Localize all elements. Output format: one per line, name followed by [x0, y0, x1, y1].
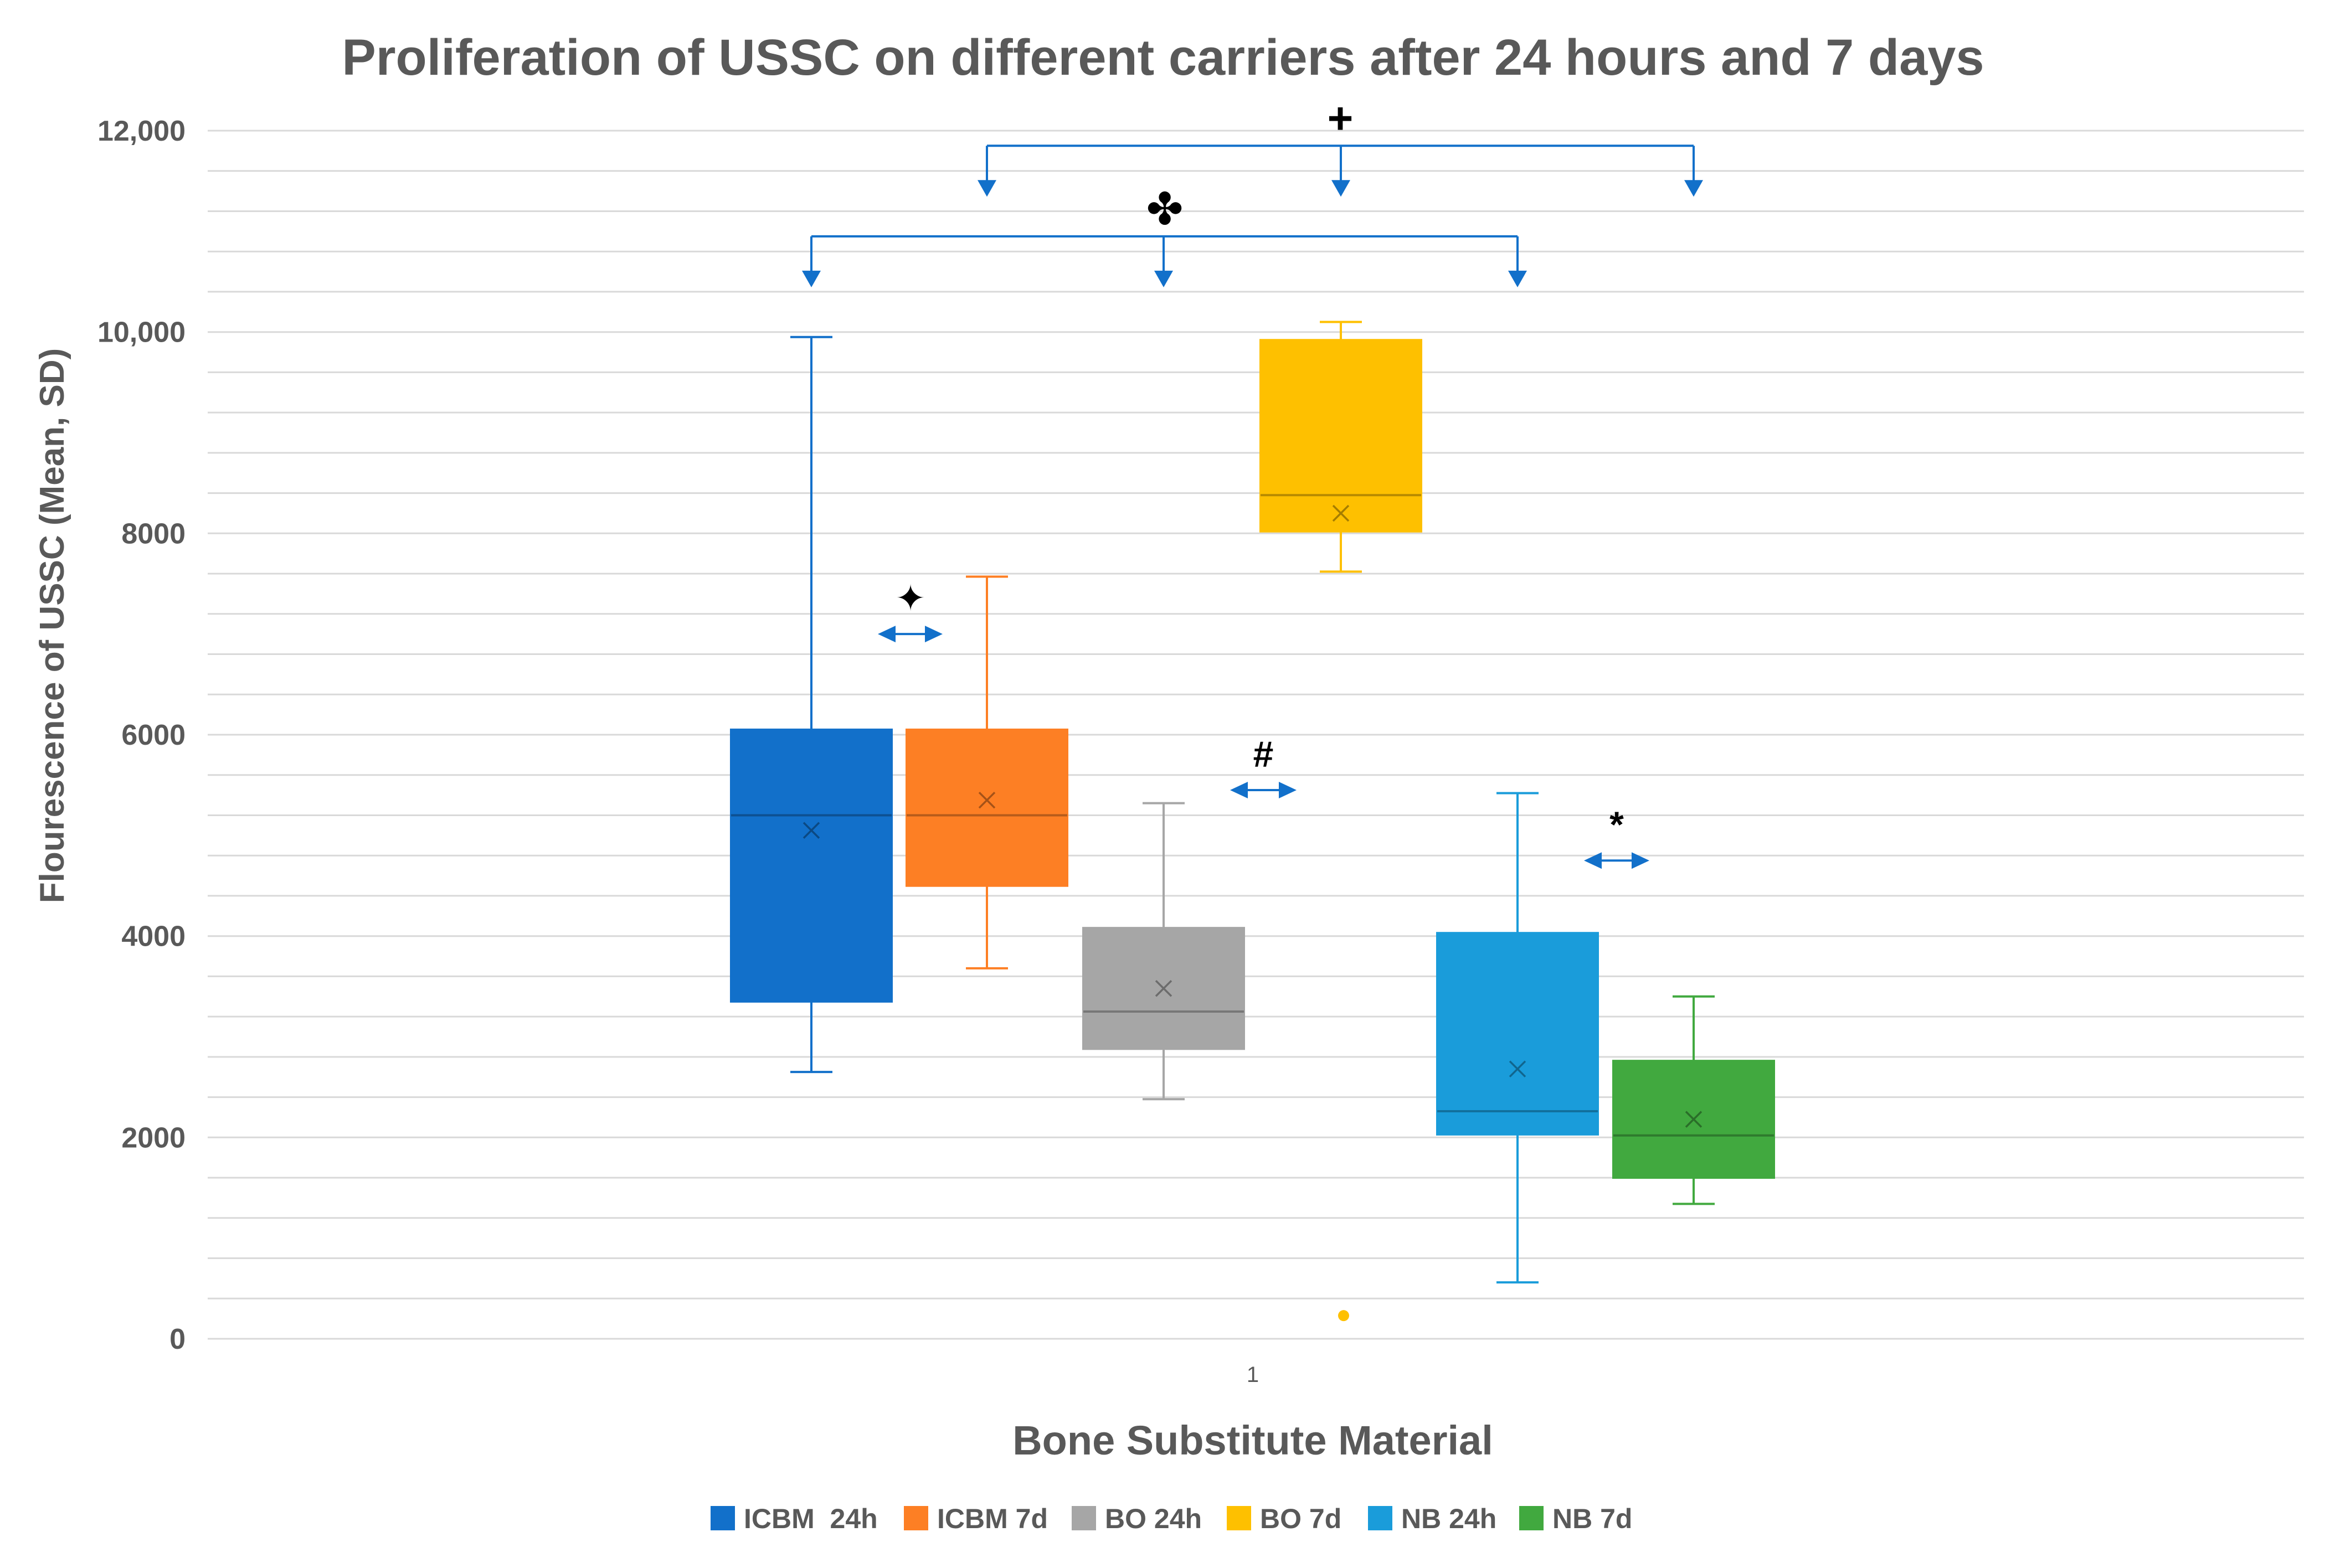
legend-swatch	[904, 1506, 928, 1530]
box-bo-24h	[1082, 802, 1245, 1101]
legend-item: BO 7d	[1227, 1503, 1341, 1534]
arrow-head	[978, 180, 996, 197]
legend-item: NB 7d	[1519, 1503, 1632, 1534]
mean-marker	[1332, 504, 1350, 522]
legend-swatch	[1368, 1506, 1392, 1530]
box-icbm-7d	[906, 575, 1068, 969]
arrow-head	[878, 626, 896, 643]
y-tick-label: 8000	[121, 518, 186, 550]
mean-marker	[978, 791, 996, 809]
y-tick-label: 6000	[121, 719, 186, 751]
legend-label: ICBM 7d	[937, 1503, 1048, 1534]
arrow-head	[1684, 180, 1703, 197]
legend: ICBM 24h ICBM 7d BO 24h BO 7d NB 24h NB 7d	[711, 1503, 1632, 1534]
annotation-bracket: +	[978, 94, 1703, 197]
x-axis-title: Bone Substitute Material	[1012, 1417, 1493, 1463]
legend-swatch	[711, 1506, 735, 1530]
y-tick-label: 4000	[121, 921, 186, 953]
legend-item: BO 24h	[1072, 1503, 1202, 1534]
annotation-double-arrow: ✦	[878, 577, 943, 643]
iqr-box	[1082, 927, 1245, 1050]
y-tick-label: 0	[169, 1323, 186, 1355]
iqr-box	[1259, 339, 1422, 533]
legend-item: ICBM 7d	[904, 1503, 1048, 1534]
y-axis-title: Flourescence of USSC (Mean, SD)	[33, 348, 71, 904]
legend-label: NB 7d	[1552, 1503, 1632, 1534]
box-bo-7d	[1259, 321, 1422, 1322]
significance-symbol: *	[1609, 804, 1624, 845]
arrow-head	[802, 270, 821, 287]
outlier-point	[1338, 1310, 1349, 1322]
arrow-head	[1230, 782, 1248, 799]
annotation-double-arrow: *	[1584, 804, 1649, 869]
mean-marker	[1509, 1060, 1526, 1077]
legend-swatch	[1227, 1506, 1251, 1530]
y-tick-label: 10,000	[97, 317, 186, 349]
arrow-head	[1154, 270, 1173, 287]
legend-item: NB 24h	[1368, 1503, 1496, 1534]
significance-symbol: ✤	[1146, 184, 1183, 234]
legend-label: ICBM 24h	[744, 1503, 878, 1534]
mean-marker	[1685, 1111, 1703, 1128]
legend-label: BO 24h	[1105, 1503, 1202, 1534]
arrow-head	[925, 626, 943, 643]
significance-symbol: ✦	[895, 577, 925, 618]
legend-item: ICBM 24h	[711, 1503, 878, 1534]
legend-label: NB 24h	[1401, 1503, 1496, 1534]
gridlines	[208, 130, 2304, 1340]
iqr-box	[1612, 1060, 1775, 1179]
arrow-head	[1508, 270, 1527, 287]
significance-symbol: +	[1328, 94, 1354, 143]
y-tick-label: 2000	[121, 1122, 186, 1154]
legend-swatch	[1072, 1506, 1096, 1530]
mean-marker	[1155, 979, 1172, 997]
box-nb-24h	[1436, 792, 1599, 1284]
legend-swatch	[1519, 1506, 1544, 1530]
iqr-box	[730, 728, 893, 1003]
chart-title: Proliferation of USSC on different carri…	[342, 29, 1984, 86]
arrow-head	[1331, 180, 1350, 197]
x-tick-label: 1	[1247, 1363, 1259, 1387]
annotation-bracket: ✤	[802, 184, 1527, 287]
mean-marker	[803, 822, 820, 839]
box-nb-7d	[1612, 995, 1775, 1205]
y-tick-labels: 0 2000 4000 6000 8000 10,000 12,000	[97, 115, 186, 1355]
arrow-head	[1279, 782, 1297, 799]
iqr-box	[1436, 932, 1599, 1136]
arrow-head	[1632, 852, 1649, 869]
box-plots	[730, 321, 1775, 1322]
iqr-box	[906, 728, 1068, 887]
y-tick-label: 12,000	[97, 115, 186, 147]
significance-symbol: #	[1253, 734, 1274, 775]
significance-annotations: ✦ # * ✤ +	[802, 94, 1703, 869]
arrow-head	[1584, 852, 1602, 869]
legend-label: BO 7d	[1260, 1503, 1341, 1534]
annotation-double-arrow: #	[1230, 734, 1297, 799]
box-icbm-24h	[730, 336, 893, 1074]
